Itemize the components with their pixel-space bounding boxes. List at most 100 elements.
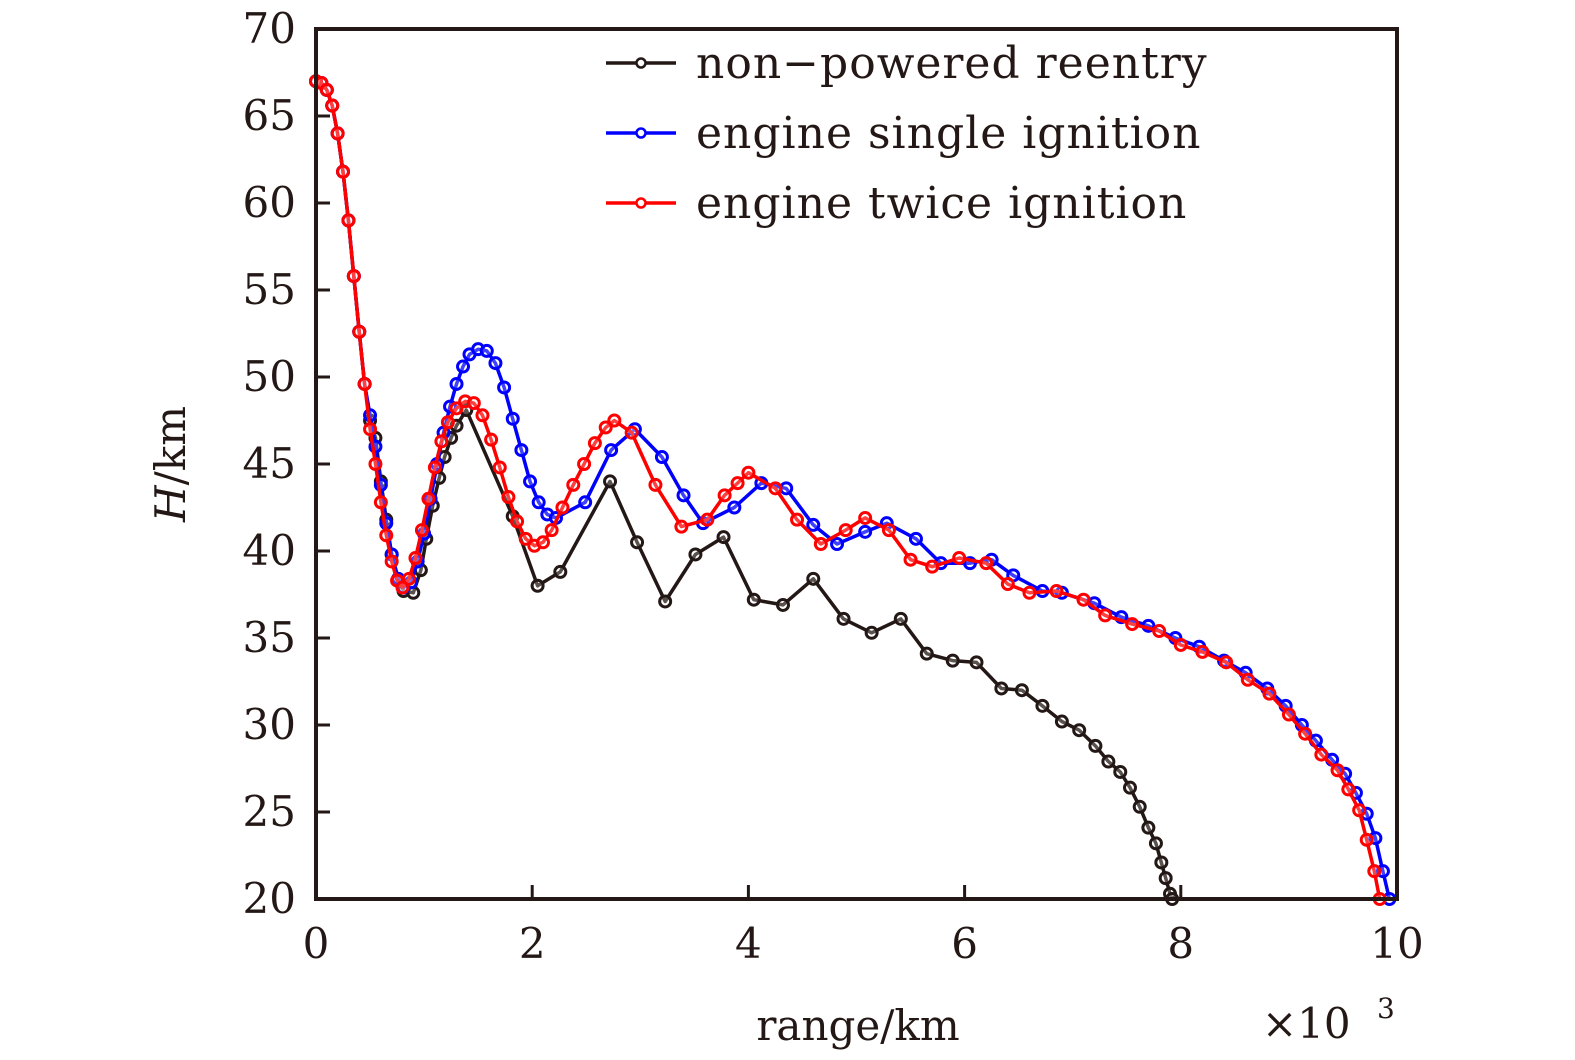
data-point (368, 457, 383, 471)
data-point (401, 571, 416, 586)
data-point (518, 531, 533, 546)
data-point (864, 625, 879, 640)
data-point (336, 164, 351, 179)
data-point (544, 523, 559, 538)
data-point (790, 512, 805, 527)
data-point (717, 488, 732, 503)
x-tick-label: 6 (951, 919, 978, 968)
legend-item: non−powered reentry (606, 38, 1207, 89)
legend-marker (635, 127, 647, 139)
data-point (440, 415, 455, 430)
data-point (523, 474, 538, 489)
y-axis-ticks: 20 25 30 35 40 45 50 55 60 65 70 (243, 4, 330, 923)
data-point (1035, 698, 1050, 713)
data-point (357, 376, 372, 391)
data-point (607, 413, 622, 428)
svg-text:H/km: H/km (146, 406, 195, 523)
data-point (510, 514, 525, 529)
data-point (434, 434, 449, 449)
data-point (484, 432, 499, 447)
data-point (1341, 782, 1356, 797)
x-tick-label: 0 (303, 919, 330, 968)
data-point (1098, 608, 1113, 623)
y-tick-label: 50 (243, 352, 296, 401)
data-point (624, 425, 639, 440)
data-point (488, 356, 503, 371)
data-point (1367, 864, 1382, 879)
data-point (716, 530, 731, 545)
legend-label: engine single ignition (696, 108, 1201, 159)
data-point (319, 82, 334, 97)
data-point (919, 646, 934, 661)
data-point (1152, 624, 1167, 639)
data-point (578, 495, 593, 510)
data-point (1101, 754, 1116, 769)
data-point (893, 611, 908, 626)
data-point (587, 436, 602, 451)
data-point (727, 500, 742, 515)
data-point (1000, 577, 1015, 592)
data-point (1122, 780, 1137, 795)
data-point (813, 537, 828, 552)
data-point (994, 681, 1009, 696)
data-point (688, 547, 703, 562)
data-point (456, 359, 471, 374)
y-tick-label: 35 (243, 613, 296, 662)
data-point (604, 443, 619, 458)
data-point (1154, 855, 1169, 870)
data-point (969, 655, 984, 670)
data-point (466, 396, 481, 411)
y-axis-title: H/km (146, 406, 195, 523)
data-point (421, 491, 436, 506)
x-tick-label: 2 (519, 919, 546, 968)
data-point (497, 380, 512, 395)
data-point (352, 324, 367, 339)
x-tick-label: 10 (1370, 919, 1423, 968)
data-point (1148, 836, 1163, 851)
y-tick-label: 65 (243, 91, 296, 140)
data-point (373, 495, 388, 510)
data-point (908, 531, 923, 546)
data-point (858, 510, 873, 525)
data-point (1219, 655, 1234, 670)
data-point (346, 269, 361, 284)
data-point (603, 474, 618, 489)
legend: non−powered reentry engine single ignitio… (606, 38, 1207, 229)
data-point (1298, 726, 1313, 741)
data-point (1054, 714, 1069, 729)
data-point (1022, 585, 1037, 600)
y-tick-label: 45 (243, 439, 296, 488)
data-point (325, 98, 340, 113)
data-point (674, 519, 689, 534)
data-point (741, 465, 756, 480)
data-point (654, 450, 669, 465)
data-point (658, 594, 673, 609)
data-point (838, 523, 853, 538)
data-point (979, 556, 994, 571)
data-point (1132, 799, 1147, 814)
x-multiplier-base: ×10 (1262, 999, 1351, 1048)
data-point (1240, 672, 1255, 687)
data-point (1113, 764, 1128, 779)
data-point (1014, 683, 1029, 698)
legend-marker (635, 197, 647, 209)
data-point (449, 376, 464, 391)
y-tick-label: 30 (243, 700, 296, 749)
data-point (1088, 738, 1103, 753)
data-point (903, 552, 918, 567)
x-tick-label: 8 (1167, 919, 1194, 968)
data-point (475, 408, 490, 423)
data-point (925, 559, 940, 574)
data-point (630, 535, 645, 550)
data-point (1330, 763, 1345, 778)
data-point (492, 460, 507, 475)
data-point (505, 411, 520, 426)
x-axis-multiplier: ×10 3 (1262, 992, 1395, 1048)
data-point (746, 592, 761, 607)
data-point (408, 550, 423, 565)
data-point (555, 500, 570, 515)
legend-label: engine twice ignition (696, 178, 1187, 229)
data-point (427, 460, 442, 475)
x-tick-label: 4 (735, 919, 762, 968)
x-multiplier-exponent: 3 (1377, 992, 1395, 1025)
